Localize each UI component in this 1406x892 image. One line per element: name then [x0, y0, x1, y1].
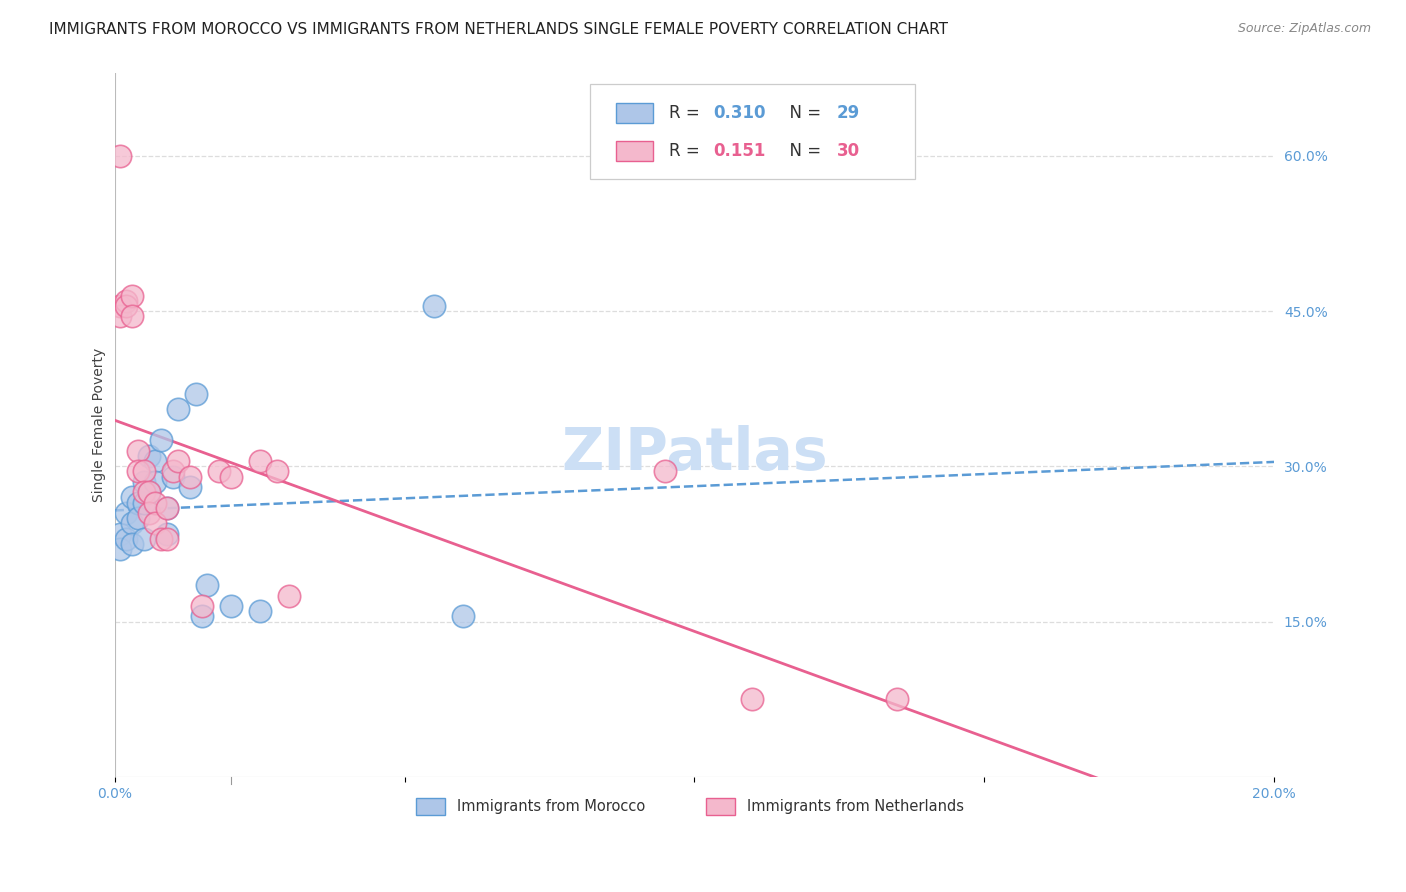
FancyBboxPatch shape — [591, 84, 915, 178]
Point — [127, 495, 149, 509]
Point — [162, 465, 184, 479]
Point — [219, 469, 242, 483]
Text: 29: 29 — [837, 103, 860, 122]
Point — [422, 299, 444, 313]
Point — [184, 387, 207, 401]
Text: N =: N = — [779, 143, 827, 161]
Point — [143, 495, 166, 509]
Text: 0.310: 0.310 — [713, 103, 765, 122]
Point — [132, 485, 155, 500]
Point — [190, 599, 212, 613]
Point — [115, 299, 138, 313]
Point — [138, 485, 160, 500]
Point — [121, 516, 143, 531]
Point — [121, 491, 143, 505]
Point — [179, 469, 201, 483]
Point — [132, 532, 155, 546]
Point — [143, 475, 166, 489]
Point — [249, 604, 271, 618]
Text: 0.151: 0.151 — [713, 143, 765, 161]
Text: Immigrants from Morocco: Immigrants from Morocco — [457, 799, 645, 814]
Point — [654, 465, 676, 479]
Point — [167, 402, 190, 417]
Point — [451, 609, 474, 624]
Point — [249, 454, 271, 468]
Point — [110, 299, 132, 313]
Point — [138, 506, 160, 520]
Point — [115, 293, 138, 308]
Text: Source: ZipAtlas.com: Source: ZipAtlas.com — [1237, 22, 1371, 36]
Point — [208, 465, 231, 479]
Point — [167, 454, 190, 468]
Point — [219, 599, 242, 613]
Point — [127, 443, 149, 458]
Point — [156, 500, 179, 515]
Text: ZIPatlas: ZIPatlas — [561, 425, 828, 482]
Point — [162, 469, 184, 483]
Point — [121, 288, 143, 302]
Point — [115, 506, 138, 520]
Point — [741, 692, 763, 706]
Point — [143, 454, 166, 468]
Point — [110, 149, 132, 163]
Point — [132, 475, 155, 489]
Text: R =: R = — [669, 103, 704, 122]
Point — [127, 511, 149, 525]
Point — [150, 434, 173, 448]
Text: Immigrants from Netherlands: Immigrants from Netherlands — [747, 799, 963, 814]
FancyBboxPatch shape — [616, 103, 652, 123]
Point — [121, 309, 143, 323]
Point — [127, 465, 149, 479]
Point — [115, 532, 138, 546]
Text: 30: 30 — [837, 143, 860, 161]
Point — [190, 609, 212, 624]
Text: IMMIGRANTS FROM MOROCCO VS IMMIGRANTS FROM NETHERLANDS SINGLE FEMALE POVERTY COR: IMMIGRANTS FROM MOROCCO VS IMMIGRANTS FR… — [49, 22, 948, 37]
Point — [266, 465, 288, 479]
Point — [110, 309, 132, 323]
Y-axis label: Single Female Poverty: Single Female Poverty — [93, 348, 107, 502]
Point — [132, 465, 155, 479]
Point — [156, 532, 179, 546]
Point — [121, 537, 143, 551]
FancyBboxPatch shape — [706, 798, 735, 815]
FancyBboxPatch shape — [416, 798, 446, 815]
Point — [179, 480, 201, 494]
FancyBboxPatch shape — [616, 142, 652, 161]
Text: N =: N = — [779, 103, 827, 122]
Point — [156, 526, 179, 541]
Point — [143, 516, 166, 531]
Point — [138, 449, 160, 463]
Point — [156, 500, 179, 515]
Point — [150, 532, 173, 546]
Point — [277, 589, 299, 603]
Text: R =: R = — [669, 143, 704, 161]
Point — [197, 578, 219, 592]
Point — [132, 495, 155, 509]
Point — [886, 692, 908, 706]
Point — [138, 485, 160, 500]
Point — [110, 542, 132, 557]
Point — [110, 526, 132, 541]
